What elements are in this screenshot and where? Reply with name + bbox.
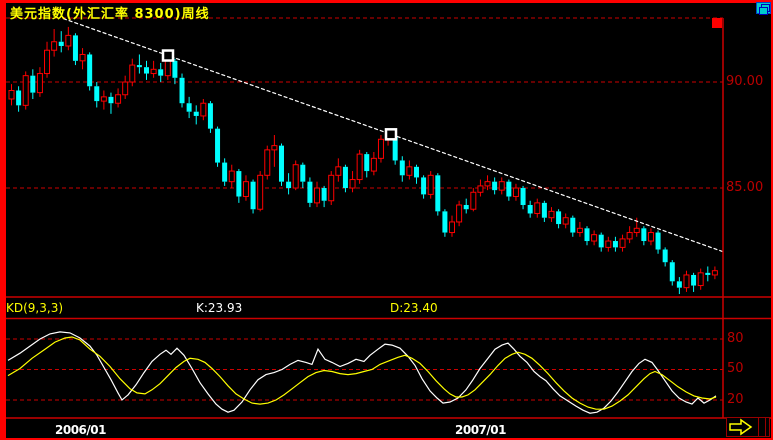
window-restore-icon[interactable] — [756, 2, 771, 15]
indicator-header: KD(9,3,3) K:23.93 D:23.40 — [0, 301, 723, 316]
candlestick-series — [8, 26, 718, 295]
x-tick-2006: 2006/01 — [55, 423, 106, 437]
window-border-left — [0, 0, 6, 440]
trendline-annotation — [62, 17, 724, 253]
kd-gridlines — [6, 338, 723, 401]
page-title: 美元指数(外汇汇率 8300)周线 — [10, 7, 210, 22]
window-border-right — [771, 0, 773, 440]
time-axis: 2006/01 2007/01 — [0, 422, 773, 438]
x-tick-2007: 2007/01 — [455, 423, 506, 437]
arrow-right-icon — [729, 418, 753, 436]
window-border-bottom — [0, 438, 773, 440]
scroll-next-button[interactable] — [726, 417, 770, 437]
price-tick-90: 90.00 — [726, 74, 764, 89]
panel-frames — [0, 18, 771, 419]
k-value-label: K:23.93 — [196, 301, 243, 315]
d-value-label: D:23.40 — [390, 301, 438, 315]
title-bar: 美元指数(外汇汇率 8300)周线 — [6, 2, 756, 22]
kd-tick-20: 20 — [727, 392, 744, 407]
kd-series — [7, 331, 717, 414]
indicator-name: KD(9,3,3) — [6, 301, 64, 315]
kd-tick-50: 50 — [727, 361, 744, 376]
price-tick-85: 85.00 — [726, 180, 764, 195]
kd-tick-80: 80 — [727, 331, 744, 346]
window-border-top — [0, 0, 773, 3]
